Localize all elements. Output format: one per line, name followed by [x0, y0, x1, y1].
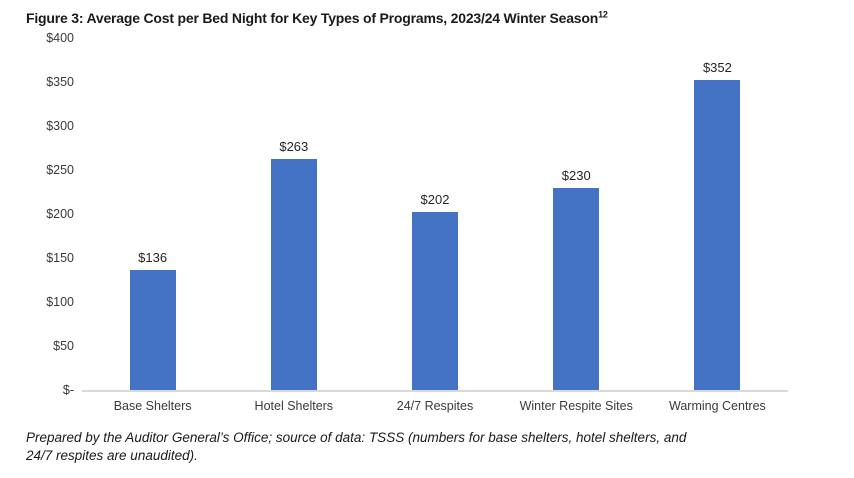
figure-title: Figure 3: Average Cost per Bed Night for…: [26, 10, 854, 26]
bar-24-7-respites: [412, 212, 458, 390]
bar-value-label: $263: [279, 139, 309, 154]
x-axis-labels: Base Shelters Hotel Shelters 24/7 Respites…: [82, 392, 788, 413]
bar-value-label: $230: [561, 168, 591, 183]
y-axis-tick-label: $100: [46, 295, 74, 309]
bar-value-label: $136: [138, 250, 168, 265]
plot-area: $136 $263 $202 $230 $352: [82, 38, 788, 392]
y-axis-tick-label: $350: [46, 75, 74, 89]
figure-footnote: Prepared by the Auditor General’s Office…: [26, 429, 854, 465]
bar-hotel-shelters: [270, 159, 317, 390]
bar-group: $136: [82, 250, 223, 390]
bar-chart: $400 $350 $300 $250 $200 $150 $100 $50 $- $136 $2…: [26, 31, 854, 397]
x-axis-category-label: Winter Respite Sites: [519, 399, 633, 413]
y-axis-tick-label: $250: [46, 163, 74, 177]
x-axis-category-label: 24/7 Respites: [396, 399, 474, 413]
bar-group: $230: [506, 168, 647, 390]
bar-group: $263: [223, 139, 364, 390]
bar-group: $352: [647, 60, 788, 390]
bar-value-label: $202: [420, 192, 450, 207]
figure-title-footnote-ref: 12: [598, 9, 608, 20]
y-axis-tick-label: $150: [46, 251, 74, 265]
figure-title-text: Figure 3: Average Cost per Bed Night for…: [26, 10, 599, 26]
bar-winter-respite-sites: [553, 188, 600, 390]
bar-group: $202: [364, 192, 505, 390]
y-axis-tick-label: $300: [46, 119, 74, 133]
y-axis-tick-label: $-: [62, 383, 74, 397]
y-axis-tick-label: $200: [46, 207, 74, 221]
bar-base-shelters: [129, 270, 176, 390]
x-axis-category-label: Hotel Shelters: [254, 399, 334, 413]
bar-value-label: $352: [702, 60, 732, 75]
bar-warming-centres: [694, 80, 741, 390]
x-axis-category-label: Warming Centres: [669, 399, 766, 413]
y-axis-tick-label: $400: [46, 31, 74, 45]
figure-footnote-line: 24/7 respites are unaudited).: [26, 448, 198, 464]
x-axis-category-label: Base Shelters: [113, 399, 192, 413]
y-axis-tick-label: $50: [53, 339, 74, 353]
figure-footnote-line: Prepared by the Auditor General’s Office…: [26, 430, 687, 445]
y-axis: $400 $350 $300 $250 $200 $150 $100 $50 $-: [26, 31, 82, 397]
